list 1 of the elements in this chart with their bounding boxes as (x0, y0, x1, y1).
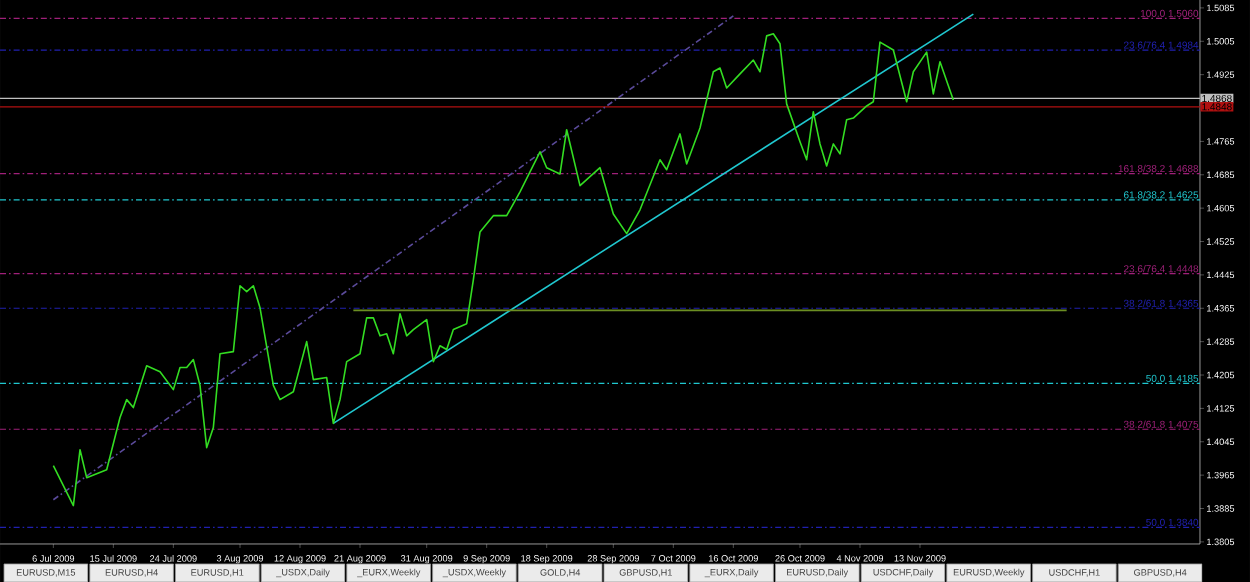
line-series (52, 32, 955, 507)
